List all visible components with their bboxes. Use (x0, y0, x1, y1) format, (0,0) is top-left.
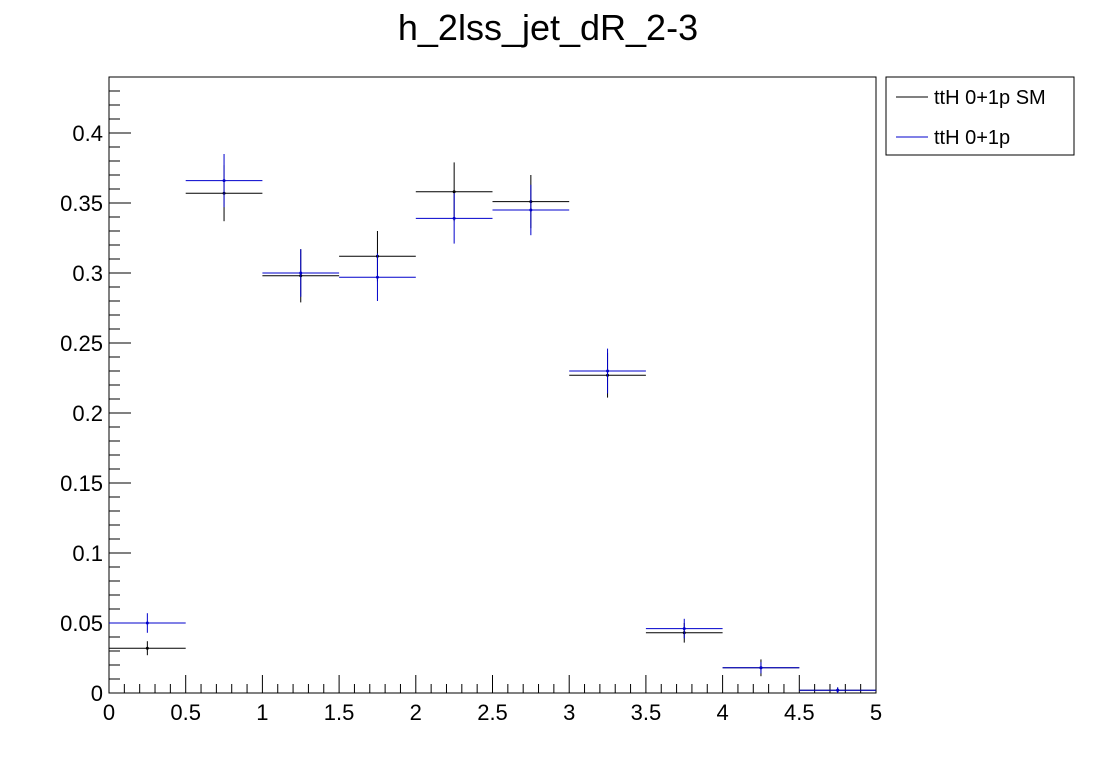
data-point (759, 666, 763, 670)
x-tick-label: 5 (870, 700, 882, 725)
x-tick-label: 1.5 (324, 700, 355, 725)
legend-box (885, 76, 1075, 156)
x-tick-label: 2 (410, 700, 422, 725)
y-tick-label: 0.3 (72, 261, 103, 286)
legend: ttH 0+1p SM ttH 0+1p (885, 76, 1075, 156)
data-point (145, 621, 149, 625)
data-point (606, 369, 610, 373)
data-point (299, 271, 303, 275)
data-point (375, 275, 379, 279)
legend-label-bsm: ttH 0+1p (934, 127, 1010, 149)
x-tick-label: 3.5 (631, 700, 662, 725)
data-marks (109, 154, 876, 693)
y-tick-label: 0 (91, 681, 103, 706)
data-point (682, 627, 686, 631)
data-point (145, 646, 149, 650)
y-tick-label: 0.2 (72, 401, 103, 426)
x-tick-label: 3 (563, 700, 575, 725)
data-point (836, 688, 840, 692)
x-tick-label: 4.5 (784, 700, 815, 725)
data-point (222, 179, 226, 183)
x-tick-label: 2.5 (477, 700, 508, 725)
data-point (452, 190, 456, 194)
y-tick-label: 0.25 (60, 331, 103, 356)
chart-title: h_2lss_jet_dR_2-3 (398, 7, 698, 48)
x-tick-label: 0.5 (170, 700, 201, 725)
y-tick-label: 0.15 (60, 471, 103, 496)
y-tick-label: 0.05 (60, 611, 103, 636)
series-sm (109, 162, 876, 693)
axes: 0 0.5 1 1.5 2 2.5 3 3.5 4 4.5 5 0 0.05 0.1 0.15 0.2 0.25… (60, 76, 882, 725)
legend-label-sm: ttH 0+1p SM (934, 87, 1046, 109)
series-bsm (109, 154, 876, 693)
x-tick-label: 1 (256, 700, 268, 725)
y-tick-label: 0.35 (60, 191, 103, 216)
y-tick-label: 0.1 (72, 541, 103, 566)
data-point (452, 216, 456, 220)
x-tick-label: 0 (103, 700, 115, 725)
x-tick-label: 4 (716, 700, 728, 725)
data-point (529, 208, 533, 212)
y-tick-label: 0.4 (72, 121, 103, 146)
